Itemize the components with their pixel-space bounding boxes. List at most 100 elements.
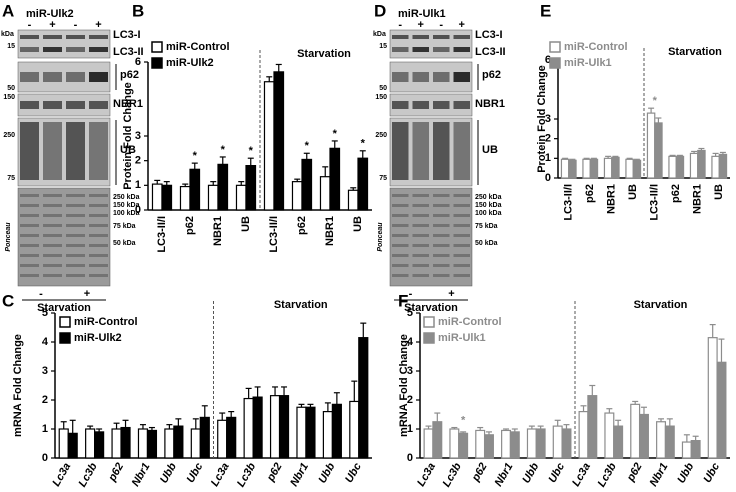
blot-band — [412, 47, 429, 52]
bar — [151, 183, 163, 211]
blot-band — [66, 254, 85, 257]
blot-band — [412, 254, 429, 257]
blot-band — [89, 274, 108, 277]
blot-band — [453, 224, 470, 227]
significance-mark: * — [305, 140, 310, 152]
ponceau-marker: 50 kDa — [475, 240, 498, 247]
bar — [67, 432, 78, 459]
blot-band — [392, 244, 409, 247]
y-tick-label: 0 — [135, 204, 141, 216]
legend-swatch — [151, 41, 163, 53]
bar — [423, 428, 434, 459]
x-tick-label: LC3-II/I — [156, 216, 168, 253]
blot-band — [433, 204, 450, 207]
blot-band — [392, 234, 409, 237]
ponceau-marker: 100 kDa — [475, 210, 502, 217]
blot-smear — [43, 122, 62, 180]
legend-label: miR-Control — [74, 316, 138, 328]
lane-label: - — [28, 19, 32, 31]
bar — [613, 425, 624, 459]
bar — [638, 413, 649, 459]
x-tick-label: p62 — [469, 461, 489, 484]
blot-band — [20, 72, 39, 82]
group-label: Starvation — [668, 46, 722, 58]
blot-band — [20, 194, 39, 197]
marker-label: 15 — [379, 43, 387, 50]
blot-band — [43, 101, 62, 109]
blot-band — [43, 47, 62, 52]
bar — [578, 411, 589, 459]
ponceau-marker: 250 kDa — [475, 194, 502, 201]
blot-band — [66, 35, 85, 39]
band-label: LC3-II — [113, 46, 144, 58]
blot-band — [392, 254, 409, 257]
bar — [296, 406, 307, 459]
bar — [146, 429, 158, 459]
kda-header: kDa — [373, 31, 386, 38]
blot-band — [89, 72, 108, 82]
treatment-sign: + — [84, 288, 90, 300]
panel-letter: F — [398, 291, 408, 310]
blot-band — [453, 204, 470, 207]
y-axis-label: mRNA Fold Change — [398, 334, 410, 437]
blot-band — [392, 72, 409, 82]
marker-label: 75 — [7, 175, 15, 182]
bar — [630, 403, 641, 459]
bar — [509, 431, 520, 459]
blot-band — [20, 264, 39, 267]
y-tick-label: 1 — [42, 423, 48, 435]
bar — [587, 395, 598, 459]
blot-band — [453, 194, 470, 197]
y-tick-label: 2 — [407, 394, 413, 406]
blot-band — [89, 254, 108, 257]
x-tick-label: Nbr1 — [288, 461, 311, 489]
y-tick-label: 5 — [42, 307, 48, 319]
bar — [329, 147, 341, 211]
blot-band — [66, 194, 85, 197]
x-tick-label: NBR1 — [324, 216, 336, 246]
y-tick-label: 1 — [545, 152, 551, 164]
x-tick-label: Nbr1 — [648, 461, 671, 489]
blot-band — [66, 274, 85, 277]
x-tick-label: Ubc — [546, 461, 567, 485]
blot-strip — [389, 187, 473, 287]
x-tick-label: Ubb — [520, 461, 541, 486]
x-tick-label: Lc3b — [596, 461, 619, 489]
blot-band — [453, 254, 470, 257]
blot-smear — [89, 122, 108, 180]
bar — [243, 397, 254, 459]
x-tick-label: Ubc — [701, 461, 722, 485]
band-label: p62 — [482, 69, 501, 81]
blot-smear — [66, 122, 85, 180]
bar — [245, 165, 257, 211]
blot-band — [433, 244, 450, 247]
x-tick-label: p62 — [264, 461, 284, 484]
ponceau-marker: 150 kDa — [475, 202, 502, 209]
blot-band — [433, 194, 450, 197]
blot-band — [453, 35, 470, 39]
marker-label: 75 — [379, 175, 387, 182]
blot-band — [412, 194, 429, 197]
y-tick-label: 1 — [407, 423, 413, 435]
blot-band — [43, 224, 62, 227]
bar — [217, 163, 229, 211]
bar — [535, 428, 546, 459]
bar — [656, 421, 667, 459]
bar — [589, 158, 599, 179]
band-label: LC3-I — [475, 29, 503, 41]
bar — [625, 158, 634, 179]
bar — [358, 337, 369, 459]
y-tick-label: 3 — [135, 130, 141, 142]
ponceau-marker: 100 kDa — [113, 210, 140, 217]
blot-band — [412, 234, 429, 237]
bar — [273, 71, 285, 211]
bar — [190, 428, 201, 459]
bar — [357, 157, 369, 211]
bar — [278, 395, 290, 459]
marker-label: 150 — [375, 94, 387, 101]
blot-band — [43, 194, 62, 197]
blot-band — [453, 101, 470, 109]
y-tick-label: 0 — [545, 172, 551, 184]
blot-band — [43, 72, 62, 82]
